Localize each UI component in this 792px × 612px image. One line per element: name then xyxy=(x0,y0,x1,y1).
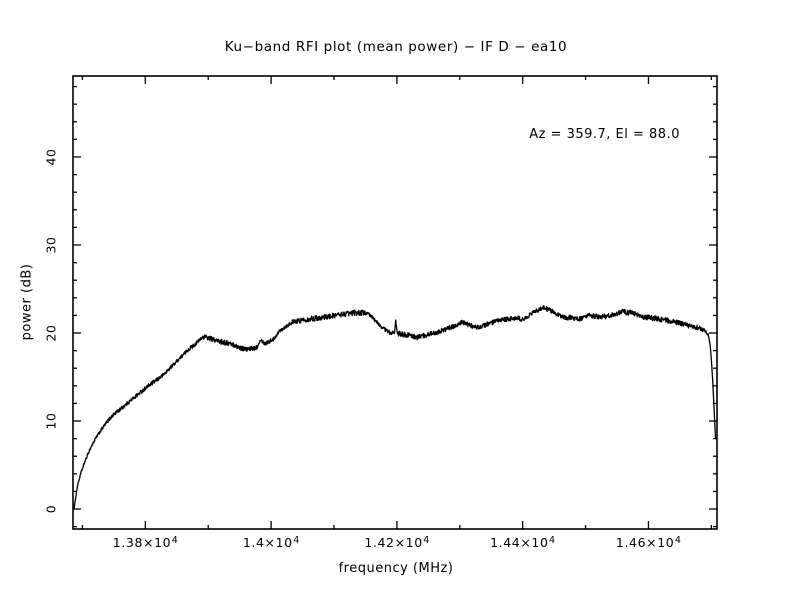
x-tick-label: 1.38×104 xyxy=(112,535,179,551)
y-axis-label: power (dB) xyxy=(19,263,35,341)
x-tick-label: 1.46×104 xyxy=(615,535,682,551)
plot-frame xyxy=(72,75,718,530)
x-tick-label: 1.42×104 xyxy=(364,535,430,551)
y-tick-label: 30 xyxy=(43,236,59,254)
chart-title: Ku−band RFI plot (mean power) − IF D − e… xyxy=(224,39,568,55)
y-tick-label: 0 xyxy=(43,504,59,514)
mean-power-curve xyxy=(73,305,717,509)
x-tick-label: 1.4×104 xyxy=(242,535,300,551)
x-axis-label: frequency (MHz) xyxy=(338,561,454,576)
az-el-annotation: Az = 359.7, El = 88.0 xyxy=(529,127,680,142)
y-tick-label: 40 xyxy=(43,148,59,166)
y-tick-label: 20 xyxy=(43,324,59,342)
x-tick-label: 1.44×104 xyxy=(490,535,556,551)
y-tick-label: 10 xyxy=(43,412,59,430)
